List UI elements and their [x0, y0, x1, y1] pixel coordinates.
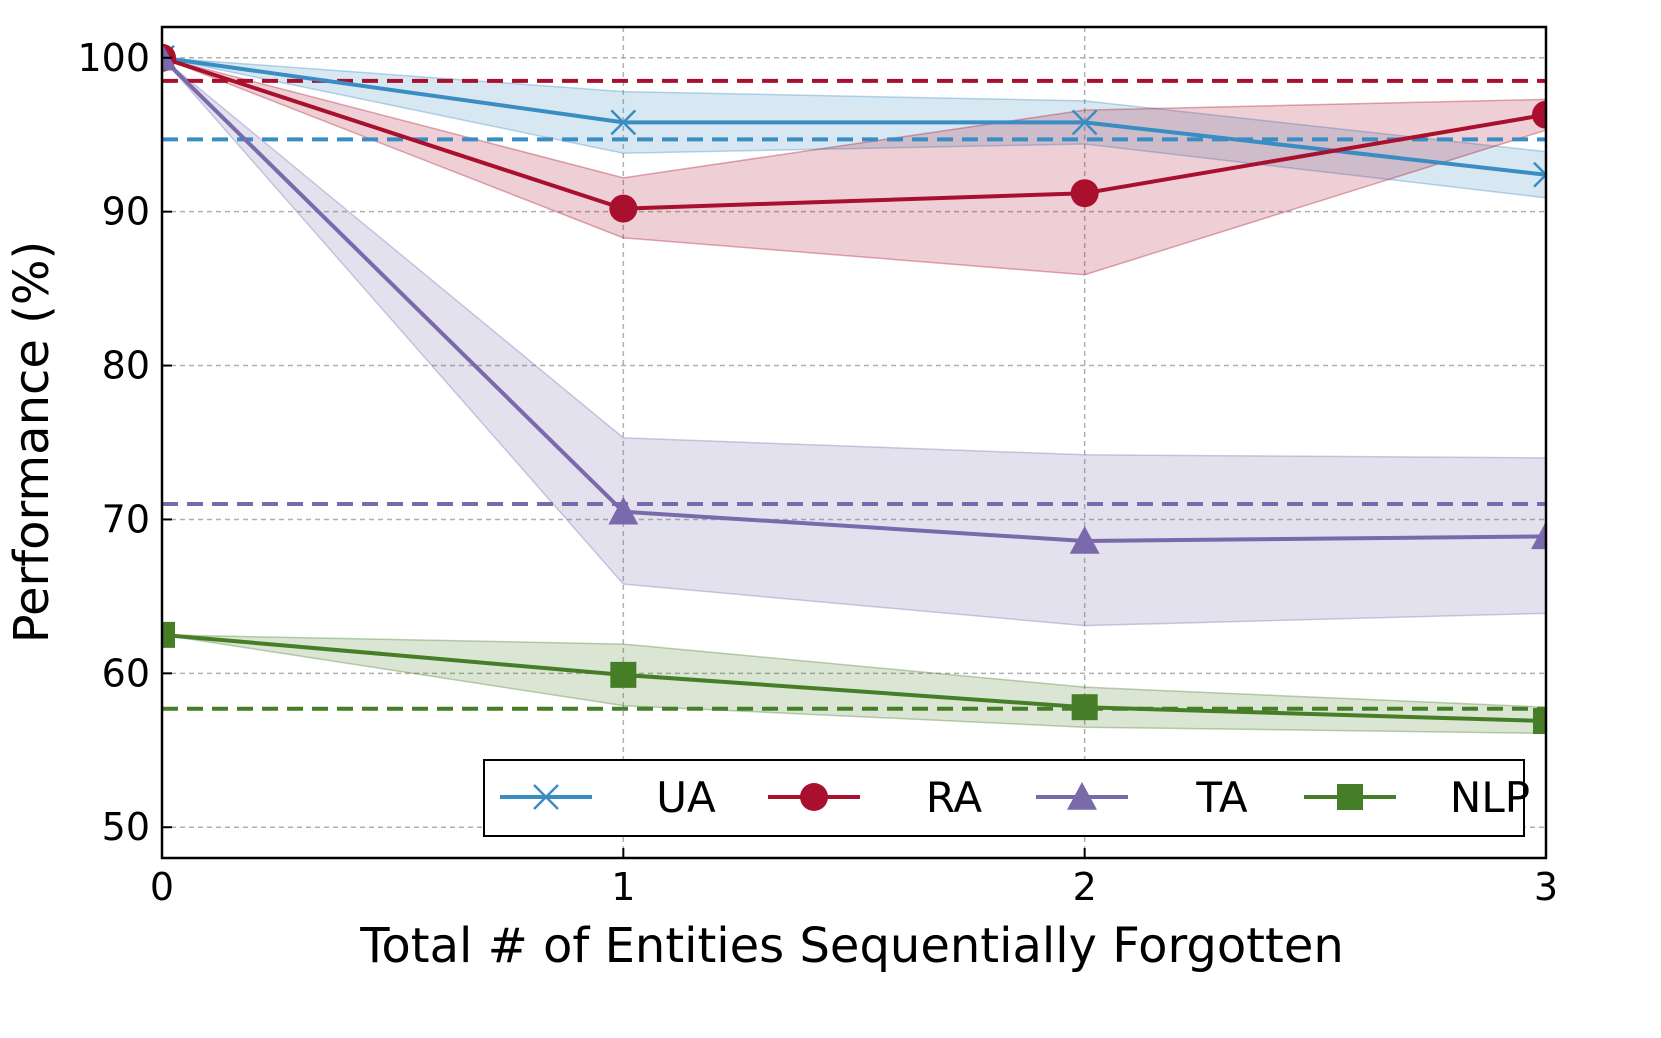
- ta-data-point: [1069, 525, 1100, 554]
- ua-confidence-band: [162, 57, 1546, 199]
- baseline-lines: [162, 78, 1546, 711]
- ua-legend-label: UA: [656, 773, 716, 822]
- y-tick-label: 60: [102, 651, 150, 695]
- y-tick-label: 80: [102, 344, 150, 388]
- nlp-data-point: [162, 621, 175, 648]
- nlp-data-point: [610, 661, 637, 688]
- series-lines: [162, 55, 1546, 724]
- ra-series-line: [162, 55, 1546, 211]
- axis-ticks: 50 60 70 80 90 100 0 1 2 3: [77, 36, 1558, 909]
- ra-confidence-band: [162, 57, 1546, 276]
- ua-series-line: [162, 55, 1546, 177]
- ra-legend-marker: [800, 783, 828, 811]
- ta-data-point: [1531, 521, 1546, 550]
- ua-data-point: [610, 109, 637, 136]
- y-tick-label: 50: [102, 805, 150, 849]
- ta-data-point: [162, 42, 177, 71]
- nlp-data-point: [1533, 708, 1546, 735]
- ta-legend-label: TA: [1195, 773, 1247, 822]
- ra-data-point: [1070, 179, 1099, 208]
- ta-legend-marker: [1067, 782, 1097, 810]
- nlp-data-point: [1071, 694, 1098, 721]
- series-markers: [162, 42, 1546, 735]
- ra-data-point: [1532, 100, 1546, 129]
- ua-data-point: [1071, 109, 1098, 136]
- ua-data-point: [1533, 161, 1546, 188]
- nlp-series-line: [162, 632, 1546, 724]
- nlp-confidence-band: [162, 634, 1546, 735]
- ra-legend-label: RA: [926, 773, 982, 822]
- ua-legend-marker: [533, 784, 559, 810]
- confidence-bands: [162, 57, 1546, 735]
- x-axis-title: Total # of Entities Sequentially Forgott…: [359, 918, 1344, 974]
- plot-frame: [160, 25, 1548, 860]
- nlp-legend-marker: [1337, 784, 1363, 810]
- x-tick-label: 1: [611, 865, 635, 909]
- ta-series-line: [162, 56, 1546, 543]
- nlp-legend-label: NLP: [1450, 773, 1530, 822]
- x-tick-label: 3: [1534, 865, 1558, 909]
- legend: UA RA TA NLP: [483, 759, 1530, 837]
- y-axis-title: Performance (%): [4, 241, 60, 644]
- ta-data-point: [608, 496, 639, 525]
- ta-confidence-band: [162, 57, 1546, 627]
- y-tick-label: 70: [102, 497, 150, 541]
- y-tick-label: 100: [77, 36, 150, 80]
- ra-data-point: [609, 194, 638, 223]
- y-tick-label: 90: [102, 190, 150, 234]
- x-tick-label: 2: [1073, 865, 1097, 909]
- x-tick-label: 0: [150, 865, 174, 909]
